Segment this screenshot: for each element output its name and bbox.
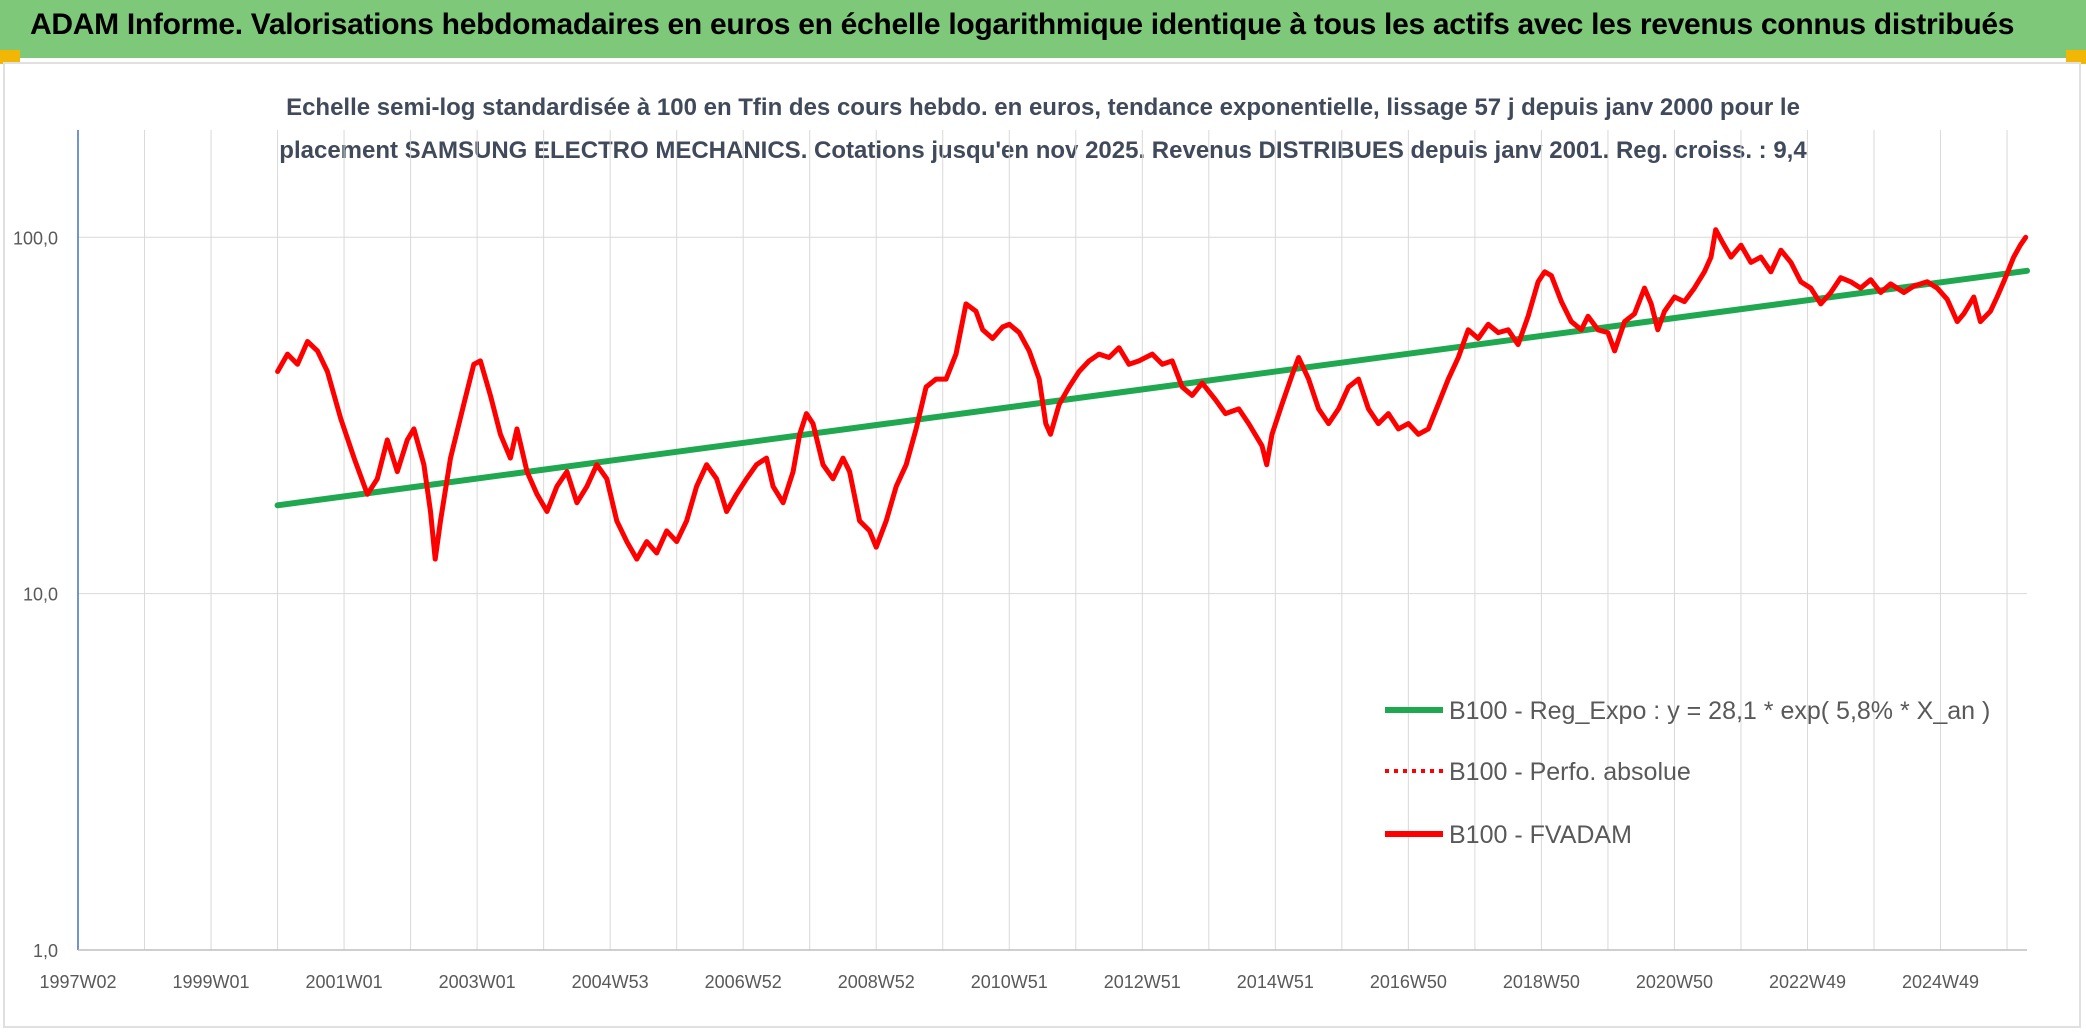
x-tick-label: 2004W53	[572, 972, 649, 992]
corner-marker-left	[0, 50, 20, 64]
x-tick-label: 2012W51	[1104, 972, 1181, 992]
chart-frame	[3, 62, 2081, 1028]
legend-label-0: B100 - Reg_Expo : y = 28,1 * exp( 5,8% *…	[1449, 697, 1990, 725]
x-tick-label: 2008W52	[838, 972, 915, 992]
chart-title-line-1: Echelle semi-log standardisée à 100 en T…	[286, 94, 1800, 121]
grid-lines	[78, 130, 2027, 950]
report-banner-title: ADAM Informe. Valorisations hebdomadaire…	[30, 8, 2015, 41]
x-tick-label: 2003W01	[439, 972, 516, 992]
x-tick-label: 1999W01	[173, 972, 250, 992]
report-banner: ADAM Informe. Valorisations hebdomadaire…	[0, 0, 2086, 58]
x-tick-label: 2018W50	[1503, 972, 1580, 992]
series-line-2	[275, 227, 2029, 562]
legend-label-1: B100 - Perfo. absolue	[1449, 758, 1691, 786]
series-line-0	[274, 267, 2030, 509]
legend-label-2: B100 - FVADAM	[1449, 821, 1632, 849]
x-tick-label: 2006W52	[705, 972, 782, 992]
x-tick-label: 2010W51	[971, 972, 1048, 992]
x-tick-label: 2020W50	[1636, 972, 1713, 992]
x-tick-label: 2014W51	[1237, 972, 1314, 992]
series-layer	[274, 227, 2030, 562]
x-tick-label: 2001W01	[306, 972, 383, 992]
y-tick-label: 100,0	[13, 228, 58, 248]
y-tick-label: 10,0	[23, 585, 58, 605]
axes: 1,0 10,0 100,0 1997W02 1999W01 2001W01 2003W01…	[13, 130, 2027, 992]
corner-marker-right	[2066, 50, 2086, 64]
x-tick-label: 2016W50	[1370, 972, 1447, 992]
x-tick-label: 1997W02	[39, 972, 116, 992]
legend: B100 - Reg_Expo : y = 28,1 * exp( 5,8% *…	[1385, 697, 1990, 849]
chart-title-line-2: placement SAMSUNG ELECTRO MECHANICS. Cot…	[279, 137, 1807, 164]
x-tick-label: 2022W49	[1769, 972, 1846, 992]
y-tick-label: 1,0	[33, 941, 58, 961]
x-tick-label: 2024W49	[1902, 972, 1979, 992]
